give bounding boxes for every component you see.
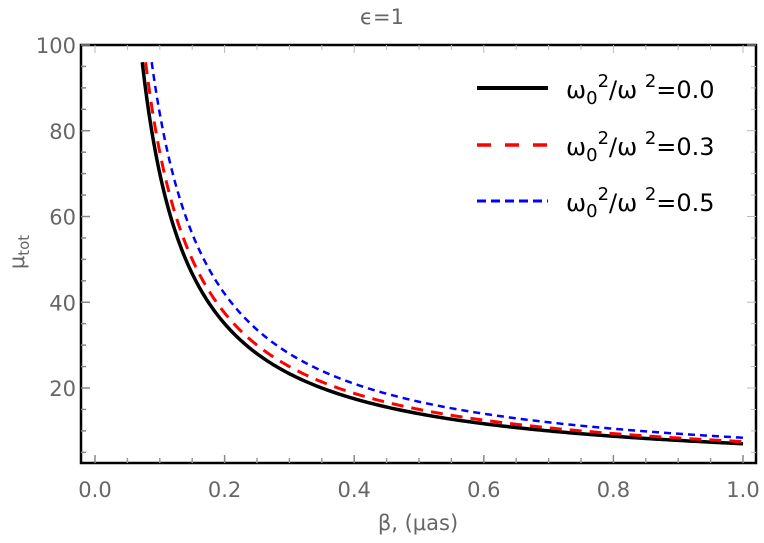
legend: ω02/ω 2=0.0 ω02/ω 2=0.3 ω02/ω 2=0.5	[477, 71, 715, 222]
chart-title: ϵ=1	[360, 5, 404, 29]
legend-label-0: ω02/ω 2=0.0	[566, 71, 715, 109]
axis-ticks	[81, 44, 756, 463]
y-tick-label: 80	[49, 120, 76, 144]
x-tick-label: 0.4	[337, 478, 370, 502]
y-axis-title: μtot	[5, 235, 33, 269]
tick-labels: 0.0 0.2 0.4 0.6 0.8 1.0 20 40 60 80 100	[36, 34, 760, 502]
series-line-0	[140, 61, 744, 446]
x-tick-label: 1.0	[726, 478, 759, 502]
series-line-1	[144, 61, 744, 444]
y-axis-title-main: μ	[5, 256, 29, 269]
y-tick-label: 40	[49, 291, 76, 315]
legend-label-1: ω02/ω 2=0.3	[566, 128, 715, 166]
svg-text:μtot: μtot	[5, 235, 33, 269]
y-tick-label: 60	[49, 206, 76, 230]
x-tick-label: 0.0	[78, 478, 111, 502]
series-line-2	[150, 61, 744, 439]
legend-label-2: ω02/ω 2=0.5	[566, 184, 715, 222]
y-tick-label: 20	[49, 377, 76, 401]
curves	[140, 61, 744, 446]
x-tick-label: 0.6	[467, 478, 500, 502]
y-axis-title-sub: tot	[15, 235, 33, 256]
y-tick-label: 100	[36, 34, 76, 58]
x-tick-label: 0.2	[208, 478, 241, 502]
x-axis-title: β, (μas)	[378, 511, 458, 535]
x-tick-label: 0.8	[597, 478, 630, 502]
